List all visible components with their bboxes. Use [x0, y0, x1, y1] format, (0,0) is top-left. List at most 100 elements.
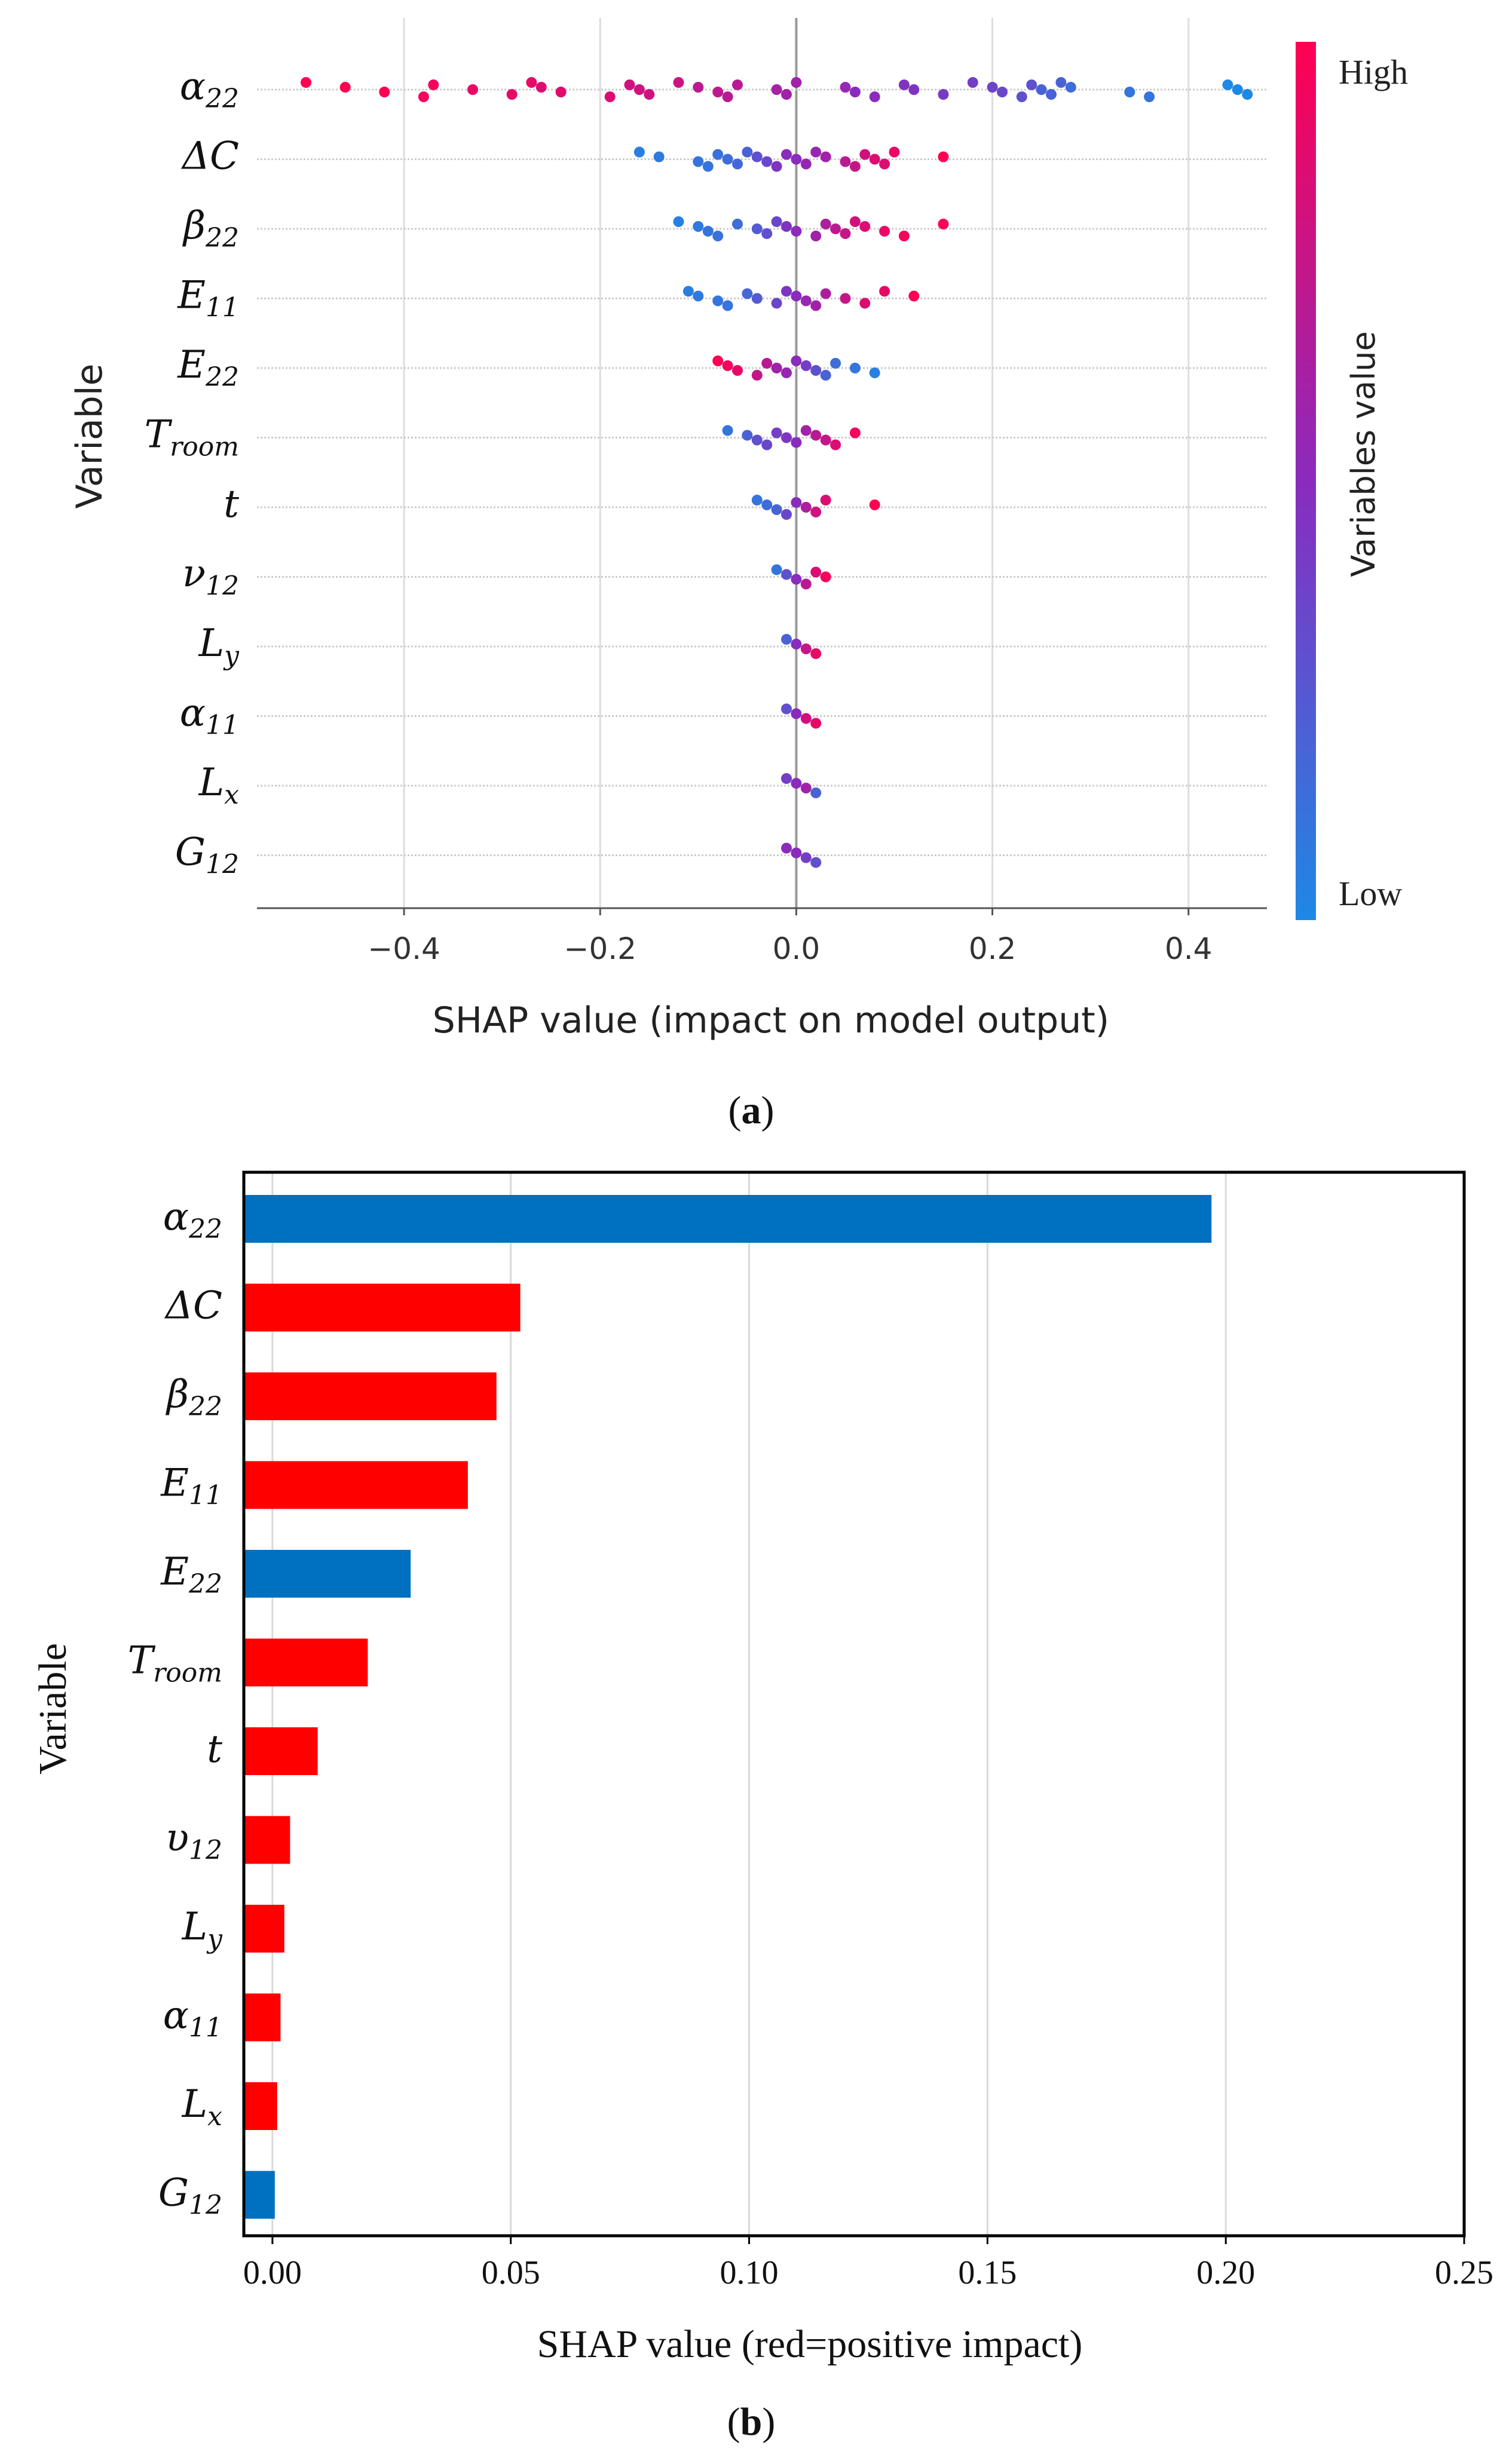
shap-point	[791, 708, 802, 719]
shap-point	[712, 231, 724, 241]
shap-point	[781, 773, 792, 784]
shap-point	[810, 365, 822, 376]
shap-point	[653, 151, 665, 163]
panel-b-variable-label: ΔC	[164, 1284, 222, 1328]
shap-point	[967, 77, 978, 88]
shap-point	[791, 574, 802, 585]
shap-point	[301, 77, 311, 88]
shap-point	[751, 370, 763, 381]
shap-point	[1026, 79, 1037, 90]
shap-point	[869, 91, 880, 102]
shap-point	[781, 221, 792, 232]
variable-symbol: ΔC	[164, 1284, 222, 1328]
panel-a-tick-label: −0.4	[368, 931, 440, 966]
shap-point	[722, 425, 733, 436]
panel-b-x-axis-label: SHAP value (red=positive impact)	[537, 2322, 1083, 2366]
shap-point	[849, 363, 861, 373]
shap-point	[751, 223, 763, 234]
shap-point	[830, 223, 841, 234]
shap-point	[1016, 91, 1027, 102]
variable-symbol: α	[180, 691, 206, 735]
shap-point	[722, 360, 733, 371]
panel-b-x-ticks: 0.00 0.05 0.10 0.15 0.20 0.25	[243, 2236, 1493, 2291]
panel-a-variable-label: E11	[177, 274, 239, 323]
shap-bar	[244, 1550, 411, 1598]
panel-b-tick-label: 0.00	[243, 2254, 302, 2291]
shap-point	[712, 149, 724, 160]
shap-point	[987, 82, 998, 93]
shap-point	[1065, 82, 1076, 93]
variable-subscript: 11	[206, 293, 239, 323]
panel-b-gridlines	[271, 1172, 1465, 2236]
shap-bar	[244, 1372, 497, 1420]
shap-point	[820, 370, 831, 381]
shap-point	[781, 634, 792, 645]
panel-a-variable-label: Lx	[198, 761, 240, 810]
variable-symbol: T	[145, 413, 173, 457]
shap-bar-panel: 0.00 0.05 0.10 0.15 0.20 0.25 α22ΔCβ22E11E22T…	[31, 1170, 1493, 2366]
shap-point	[633, 84, 645, 95]
shap-point	[869, 499, 880, 510]
panel-a-x-axis-label: SHAP value (impact on model output)	[433, 1000, 1109, 1041]
shap-bar	[244, 1283, 521, 1332]
panel-b-variable-label: E22	[160, 1550, 222, 1599]
shap-point	[791, 226, 802, 237]
panel-b-variable-label: υ12	[166, 1816, 222, 1866]
panel-a-x-ticks: −0.4 −0.2 0.0 0.2 0.4	[368, 908, 1213, 966]
shap-point	[742, 430, 753, 441]
shap-point	[771, 504, 782, 515]
shap-point	[722, 154, 733, 165]
shap-point	[771, 427, 782, 439]
panel-a-gridlines	[257, 18, 1267, 908]
shap-point	[742, 288, 753, 299]
variable-subscript: x	[224, 780, 239, 810]
shap-point	[800, 713, 812, 724]
shap-point	[781, 149, 792, 160]
panel-a-variable-label: Ly	[198, 621, 240, 671]
shap-point	[859, 298, 871, 309]
shap-point	[791, 355, 802, 366]
shap-point	[810, 231, 822, 241]
variable-symbol: G	[175, 830, 206, 875]
panel-b-variable-label: β22	[166, 1372, 222, 1422]
panel-b-plot-frame	[242, 1170, 1466, 2238]
shap-point	[869, 154, 880, 165]
panel-a-variable-label: E22	[177, 343, 239, 393]
variable-subscript: 22	[205, 84, 239, 114]
shap-point	[781, 842, 792, 854]
shap-point	[732, 219, 743, 229]
shap-point	[751, 495, 763, 505]
colorbar-high-label: High	[1339, 53, 1408, 91]
panel-a-tick-label: 0.4	[1165, 931, 1213, 966]
shap-point	[467, 84, 478, 95]
panel-b-variable-label: G12	[158, 2171, 222, 2221]
panel-b-caption: (b)	[727, 2400, 776, 2444]
variable-symbol: L	[198, 761, 225, 805]
shap-point	[810, 146, 822, 158]
shap-point	[761, 228, 773, 239]
panel-letter: b	[740, 2400, 763, 2444]
panel-letter: a	[742, 1089, 761, 1132]
panel-b-tick-label: 0.05	[482, 2254, 540, 2291]
shap-point	[800, 783, 812, 793]
shap-point	[791, 154, 802, 165]
shap-point	[800, 852, 812, 863]
shap-point	[1242, 89, 1253, 100]
shap-bar	[244, 1461, 468, 1509]
panel-a-variable-label: ν12	[182, 552, 239, 602]
shap-point	[1232, 84, 1243, 95]
shap-point	[1036, 84, 1047, 95]
shap-point	[800, 502, 812, 513]
shap-point	[830, 358, 841, 369]
shap-point	[673, 77, 684, 88]
variable-subscript: y	[223, 640, 240, 671]
shap-point	[526, 77, 537, 88]
panel-b-tick-label: 0.10	[720, 2254, 779, 2291]
panel-a-caption: (a)	[728, 1089, 775, 1132]
shap-point	[781, 286, 792, 297]
shap-point	[712, 87, 724, 97]
shap-point	[693, 221, 704, 232]
panel-a-variable-label: β22	[182, 204, 239, 253]
